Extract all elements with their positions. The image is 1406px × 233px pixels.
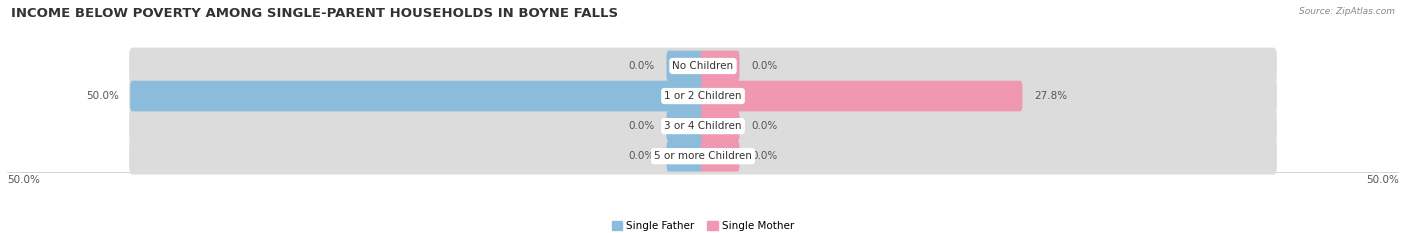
Text: 5 or more Children: 5 or more Children <box>654 151 752 161</box>
FancyBboxPatch shape <box>129 78 1277 114</box>
Text: 50.0%: 50.0% <box>1367 175 1399 185</box>
FancyBboxPatch shape <box>666 141 706 171</box>
Text: 0.0%: 0.0% <box>751 121 778 131</box>
Text: 0.0%: 0.0% <box>751 61 778 71</box>
Text: Source: ZipAtlas.com: Source: ZipAtlas.com <box>1299 7 1395 16</box>
Text: 3 or 4 Children: 3 or 4 Children <box>664 121 742 131</box>
Text: 50.0%: 50.0% <box>86 91 120 101</box>
FancyBboxPatch shape <box>666 111 706 141</box>
Text: No Children: No Children <box>672 61 734 71</box>
FancyBboxPatch shape <box>129 48 1277 84</box>
Text: 27.8%: 27.8% <box>1033 91 1067 101</box>
Text: INCOME BELOW POVERTY AMONG SINGLE-PARENT HOUSEHOLDS IN BOYNE FALLS: INCOME BELOW POVERTY AMONG SINGLE-PARENT… <box>11 7 619 20</box>
FancyBboxPatch shape <box>700 141 740 171</box>
FancyBboxPatch shape <box>666 51 706 81</box>
FancyBboxPatch shape <box>700 51 740 81</box>
Legend: Single Father, Single Mother: Single Father, Single Mother <box>607 217 799 233</box>
Text: 0.0%: 0.0% <box>751 151 778 161</box>
FancyBboxPatch shape <box>700 111 740 141</box>
Text: 0.0%: 0.0% <box>628 121 655 131</box>
Text: 0.0%: 0.0% <box>628 151 655 161</box>
FancyBboxPatch shape <box>700 81 1022 111</box>
Text: 50.0%: 50.0% <box>7 175 39 185</box>
Text: 0.0%: 0.0% <box>628 61 655 71</box>
Text: 1 or 2 Children: 1 or 2 Children <box>664 91 742 101</box>
FancyBboxPatch shape <box>131 81 706 111</box>
FancyBboxPatch shape <box>129 108 1277 144</box>
FancyBboxPatch shape <box>129 138 1277 175</box>
